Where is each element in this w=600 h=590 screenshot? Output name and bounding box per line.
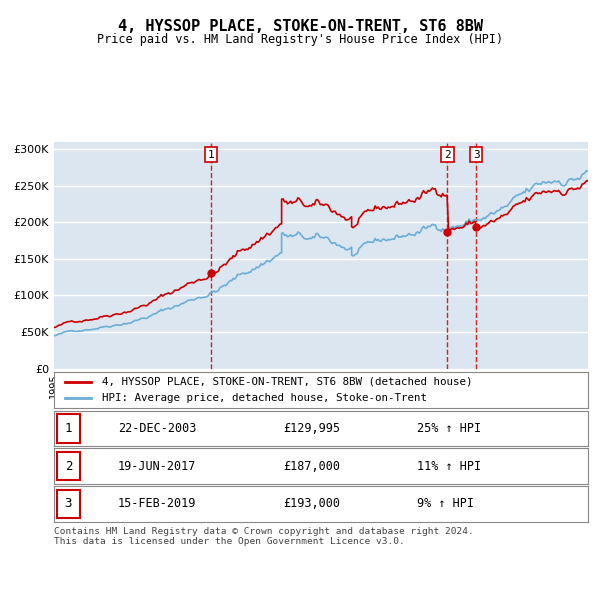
Text: 9% ↑ HPI: 9% ↑ HPI — [417, 497, 474, 510]
Text: £187,000: £187,000 — [284, 460, 341, 473]
Text: 3: 3 — [65, 497, 72, 510]
Text: Contains HM Land Registry data © Crown copyright and database right 2024.
This d: Contains HM Land Registry data © Crown c… — [54, 527, 474, 546]
Text: 2: 2 — [65, 460, 72, 473]
Text: 15-FEB-2019: 15-FEB-2019 — [118, 497, 196, 510]
Text: 2: 2 — [444, 149, 451, 159]
Text: 4, HYSSOP PLACE, STOKE-ON-TRENT, ST6 8BW (detached house): 4, HYSSOP PLACE, STOKE-ON-TRENT, ST6 8BW… — [102, 376, 473, 386]
Text: 11% ↑ HPI: 11% ↑ HPI — [417, 460, 481, 473]
Text: Price paid vs. HM Land Registry's House Price Index (HPI): Price paid vs. HM Land Registry's House … — [97, 33, 503, 46]
Text: £129,995: £129,995 — [284, 422, 341, 435]
Text: HPI: Average price, detached house, Stoke-on-Trent: HPI: Average price, detached house, Stok… — [102, 394, 427, 404]
Text: 1: 1 — [208, 149, 214, 159]
Text: 22-DEC-2003: 22-DEC-2003 — [118, 422, 196, 435]
Text: 3: 3 — [473, 149, 479, 159]
Text: 19-JUN-2017: 19-JUN-2017 — [118, 460, 196, 473]
Text: 4, HYSSOP PLACE, STOKE-ON-TRENT, ST6 8BW: 4, HYSSOP PLACE, STOKE-ON-TRENT, ST6 8BW — [118, 19, 482, 34]
Text: £193,000: £193,000 — [284, 497, 341, 510]
Text: 1: 1 — [65, 422, 72, 435]
Text: 25% ↑ HPI: 25% ↑ HPI — [417, 422, 481, 435]
